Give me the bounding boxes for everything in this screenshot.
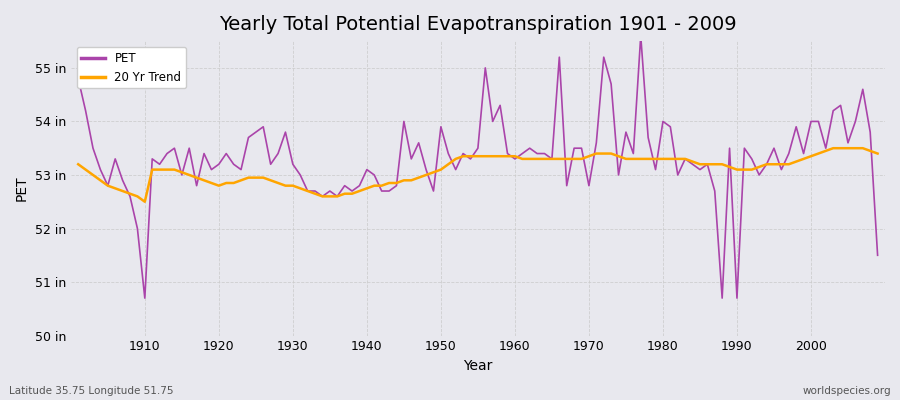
20 Yr Trend [606,151,616,156]
Text: Latitude 35.75 Longitude 51.75: Latitude 35.75 Longitude 51.75 [9,386,174,396]
PET [140,296,150,300]
20 Yr Trend [73,162,84,167]
Line: 20 Yr Trend: 20 Yr Trend [78,148,878,202]
Line: PET: PET [78,36,878,298]
PET [346,189,357,194]
X-axis label: Year: Year [464,359,492,373]
20 Yr Trend [872,151,883,156]
PET [73,76,84,81]
20 Yr Trend [140,199,150,204]
PET [606,82,616,86]
PET [132,226,143,231]
PET [635,33,646,38]
PET [517,151,527,156]
PET [509,156,520,161]
20 Yr Trend [132,194,143,199]
20 Yr Trend [302,189,313,194]
Title: Yearly Total Potential Evapotranspiration 1901 - 2009: Yearly Total Potential Evapotranspiratio… [219,15,737,34]
20 Yr Trend [509,154,520,159]
20 Yr Trend [828,146,839,150]
20 Yr Trend [346,191,357,196]
Text: worldspecies.org: worldspecies.org [803,386,891,396]
20 Yr Trend [517,156,527,161]
Legend: PET, 20 Yr Trend: PET, 20 Yr Trend [76,47,186,88]
PET [302,189,313,194]
Y-axis label: PET: PET [15,176,29,201]
PET [872,253,883,258]
